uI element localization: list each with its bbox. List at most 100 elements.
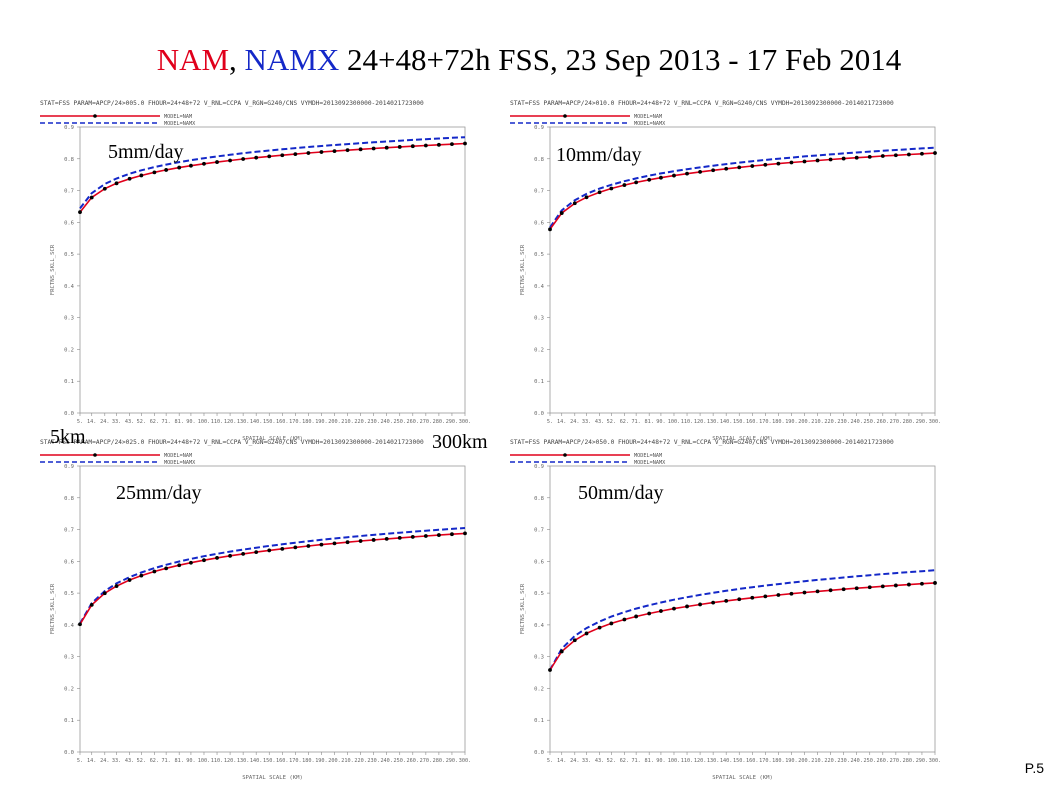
x-tick-label: 43. bbox=[125, 758, 134, 764]
x-axis-label: SPATIAL SCALE (KM) bbox=[712, 775, 773, 781]
y-tick-label: 0.1 bbox=[534, 718, 544, 724]
x-tick-label: 110. bbox=[211, 419, 224, 425]
legend-label: MODEL=NAM bbox=[164, 114, 192, 120]
plot-frame bbox=[79, 126, 466, 414]
x-tick-label: 24. bbox=[570, 758, 579, 764]
x-tick-label: 210. bbox=[341, 758, 354, 764]
data-point bbox=[189, 560, 193, 565]
data-point bbox=[89, 602, 94, 607]
data-point bbox=[280, 153, 285, 158]
x-tick-label: 230. bbox=[367, 758, 380, 764]
data-point bbox=[841, 587, 846, 592]
y-tick-label: 0.3 bbox=[64, 655, 74, 661]
x-tick-label: 160. bbox=[746, 419, 759, 425]
x-tick-label: 240. bbox=[850, 419, 863, 425]
series-line-model-nam bbox=[549, 582, 936, 671]
data-point bbox=[893, 583, 898, 588]
data-point bbox=[241, 157, 246, 161]
x-tick-label: 280. bbox=[433, 419, 446, 425]
legend-label: MODEL=NAMX bbox=[164, 121, 196, 127]
y-tick-label: 0.4 bbox=[64, 284, 75, 290]
y-tick-label: 0.2 bbox=[534, 347, 544, 353]
chart-header: STAT=FSS PARAM=APCP/24>050.0 FHOUR=24+48… bbox=[510, 439, 894, 446]
data-point bbox=[698, 602, 702, 607]
data-point bbox=[332, 541, 337, 546]
x-tick-label: 150. bbox=[733, 758, 746, 764]
x-tick-label: 180. bbox=[772, 758, 785, 764]
x-tick-label: 52. bbox=[607, 419, 616, 425]
x-tick-label: 270. bbox=[420, 758, 433, 764]
data-point bbox=[647, 611, 652, 616]
x-tick-label: 24. bbox=[570, 419, 579, 425]
x-tick-label: 24. bbox=[100, 419, 109, 425]
data-point bbox=[634, 180, 639, 185]
x-tick-label: 90. bbox=[656, 758, 665, 764]
plot-frame bbox=[79, 465, 466, 753]
series-line-model-namx bbox=[549, 146, 936, 228]
x-tick-label: 140. bbox=[250, 758, 263, 764]
x-tick-label: 71. bbox=[631, 758, 640, 764]
x-tick-label: 33. bbox=[582, 419, 591, 425]
data-point bbox=[371, 538, 376, 542]
scale-label-max: 300km bbox=[432, 431, 488, 453]
y-tick-label: 0.2 bbox=[534, 686, 544, 692]
x-tick-label: 280. bbox=[903, 419, 916, 425]
y-tick-label: 0.6 bbox=[534, 220, 544, 226]
data-point bbox=[867, 154, 872, 159]
y-tick-label: 0.9 bbox=[64, 464, 74, 470]
chart-header: STAT=FSS PARAM=APCP/24>005.0 FHOUR=24+48… bbox=[40, 100, 424, 107]
data-point bbox=[139, 173, 144, 178]
legend-marker bbox=[563, 453, 567, 457]
x-tick-label: 120. bbox=[224, 419, 237, 425]
x-tick-label: 220. bbox=[354, 758, 367, 764]
data-point bbox=[89, 195, 94, 200]
y-tick-label: 0.0 bbox=[64, 750, 74, 756]
x-tick-label: 180. bbox=[302, 419, 315, 425]
data-point bbox=[750, 595, 755, 600]
y-axis-label: FRCTNS_SKLL_SCR bbox=[50, 583, 56, 634]
x-tick-label: 14. bbox=[557, 419, 566, 425]
data-point bbox=[228, 553, 232, 558]
data-point bbox=[215, 160, 219, 164]
data-point bbox=[78, 210, 82, 215]
x-tick-label: 170. bbox=[759, 758, 772, 764]
data-point bbox=[659, 609, 663, 613]
data-point bbox=[102, 591, 107, 596]
x-tick-label: 14. bbox=[87, 419, 96, 425]
x-tick-label: 210. bbox=[811, 419, 824, 425]
x-tick-label: 290. bbox=[446, 419, 459, 425]
data-point bbox=[384, 145, 389, 150]
data-point bbox=[114, 584, 119, 588]
data-point bbox=[548, 227, 552, 232]
x-tick-label: 62. bbox=[150, 419, 159, 425]
y-tick-label: 0.3 bbox=[64, 316, 74, 322]
data-point bbox=[609, 186, 614, 191]
x-tick-label: 200. bbox=[798, 419, 811, 425]
x-tick-label: 250. bbox=[863, 419, 876, 425]
data-point bbox=[397, 145, 402, 149]
data-point bbox=[345, 540, 350, 545]
y-tick-label: 0.8 bbox=[534, 157, 544, 163]
x-axis-label: SPATIAL SCALE (KM) bbox=[242, 775, 303, 781]
x-tick-label: 280. bbox=[903, 758, 916, 764]
x-tick-label: 52. bbox=[137, 758, 146, 764]
chart-panel-50mm: STAT=FSS PARAM=APCP/24>050.0 FHOUR=24+48… bbox=[510, 436, 986, 781]
y-axis-label: FRCTNS_SKLL_SCR bbox=[520, 244, 526, 295]
data-point bbox=[202, 161, 206, 166]
data-point bbox=[597, 625, 602, 630]
data-point bbox=[789, 591, 794, 596]
title-nam: NAM bbox=[156, 42, 230, 77]
x-tick-label: 130. bbox=[707, 419, 720, 425]
data-point bbox=[634, 614, 639, 619]
data-point bbox=[410, 144, 415, 149]
chart-panel-5mm: STAT=FSS PARAM=APCP/24>005.0 FHOUR=24+48… bbox=[40, 97, 516, 442]
data-point bbox=[293, 152, 298, 156]
data-point bbox=[572, 638, 577, 643]
x-tick-label: 230. bbox=[367, 419, 380, 425]
y-tick-label: 0.1 bbox=[534, 379, 544, 385]
x-tick-label: 160. bbox=[276, 419, 289, 425]
y-tick-label: 0.6 bbox=[534, 559, 544, 565]
y-tick-label: 0.7 bbox=[64, 528, 74, 534]
x-tick-label: 150. bbox=[263, 758, 276, 764]
data-point bbox=[139, 573, 144, 578]
